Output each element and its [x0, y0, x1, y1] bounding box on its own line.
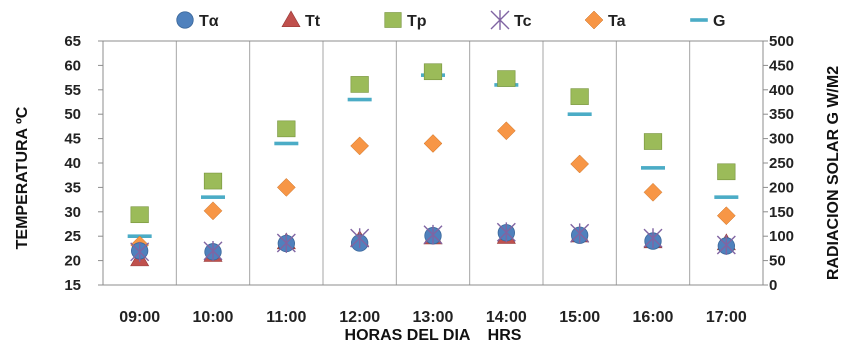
data-point: [714, 195, 739, 199]
legend-marker: [490, 10, 510, 30]
legend-marker: [690, 18, 708, 22]
y-tick-label: 30: [64, 204, 81, 221]
y-axis-title-right: RADIACION SOLAR G W/M2: [825, 66, 842, 280]
legend-item: Ta: [584, 10, 626, 30]
data-point: [201, 195, 225, 199]
x-tick-label: 11:00: [266, 309, 306, 326]
data-point: [423, 63, 443, 81]
data-point: [423, 134, 443, 153]
data-point: [717, 163, 736, 181]
data-point: [496, 121, 516, 141]
y-tick-label: 60: [64, 57, 81, 74]
data-point: [276, 233, 296, 253]
legend-marker: [281, 10, 301, 28]
left-y-axis-ticks: 15 20 25 30 35 40 45 50 55 60 65: [64, 33, 103, 294]
data-point: [347, 97, 372, 102]
y-tick-label-right: 100: [769, 228, 794, 245]
legend-item: G: [690, 13, 725, 30]
data-point: [567, 112, 592, 116]
y-tick-label: 35: [64, 179, 81, 196]
data-point: [277, 120, 296, 138]
legend-label: Tc: [514, 13, 532, 30]
data-point: [716, 206, 736, 226]
legend-label: Tt: [305, 13, 321, 30]
x-tick-label: 14:00: [486, 309, 527, 326]
x-axis-title: HORAS DEL DIA HRS: [345, 327, 522, 343]
data-point: [643, 133, 663, 150]
data-point: [570, 223, 590, 244]
y-tick-label: 15: [64, 277, 81, 294]
data-point: [203, 172, 223, 190]
data-point: [496, 222, 516, 243]
series-diamond: [130, 121, 736, 255]
legend-label: G: [713, 13, 725, 30]
legend-marker: [176, 11, 194, 29]
y-tick-label: 45: [64, 131, 81, 148]
y-tick-label-right: 50: [769, 253, 786, 270]
data-point: [423, 224, 443, 245]
y-tick-label-right: 450: [769, 57, 794, 74]
legend-item: Tt: [281, 10, 321, 30]
legend-item: Tp: [384, 12, 427, 30]
data-point: [350, 136, 370, 156]
grid-lines: [175, 41, 691, 285]
data-point: [130, 241, 150, 262]
x-tick-label: 12:00: [339, 309, 380, 326]
series-square: [130, 63, 736, 224]
y-tick-label-right: 500: [769, 33, 794, 50]
legend-label: Ta: [608, 13, 626, 30]
x-tick-label: 17:00: [706, 309, 747, 326]
data-point: [716, 235, 736, 255]
legend-item: Tc: [490, 10, 532, 30]
data-point: [497, 70, 516, 87]
data-point: [130, 206, 149, 224]
data-point: [570, 88, 589, 105]
x-tick-label: 15:00: [559, 309, 600, 326]
data-point: [276, 178, 296, 197]
data-point: [641, 166, 665, 170]
data-point: [274, 141, 299, 146]
data-point: [203, 201, 223, 221]
legend-marker: [584, 10, 604, 30]
y-tick-label: 65: [64, 33, 81, 50]
legend-label: Tα: [199, 13, 219, 30]
series-star: [130, 222, 736, 262]
x-axis-ticks: 09:00 10:00 11:00 12:00 13:00 14:00 15:00 16:00…: [119, 309, 747, 326]
data-point: [570, 154, 590, 174]
y-tick-label: 55: [64, 82, 81, 99]
data-point: [643, 228, 663, 249]
y-tick-label-right: 200: [769, 179, 794, 196]
legend: Tα Tt Tp Tc Ta G: [176, 10, 725, 30]
y-tick-label: 40: [64, 155, 81, 172]
data-point: [203, 240, 223, 261]
legend-item: Tα: [176, 11, 219, 30]
legend-marker: [384, 12, 402, 28]
x-tick-label: 16:00: [633, 309, 674, 326]
legend-label: Tp: [407, 13, 427, 30]
y-tick-label-right: 250: [769, 155, 794, 172]
y-tick-label-right: 150: [769, 204, 794, 221]
y-tick-label: 20: [64, 253, 81, 270]
x-tick-label: 09:00: [119, 309, 160, 326]
right-y-axis-ticks: 0 50 100 150 200 250 300 350 400 450 500: [763, 33, 794, 294]
y-tick-label: 25: [64, 228, 81, 245]
data-point: [643, 182, 663, 202]
data-point: [350, 76, 369, 93]
y-axis-title-left: TEMPERATURA ºC: [14, 106, 31, 249]
y-tick-label-right: 0: [769, 277, 777, 294]
y-tick-label-right: 400: [769, 82, 794, 99]
x-tick-label: 13:00: [413, 309, 454, 326]
data-point: [350, 228, 370, 249]
y-tick-label-right: 300: [769, 131, 794, 148]
data-markers: [127, 63, 739, 267]
x-tick-label: 10:00: [193, 309, 234, 326]
y-tick-label: 50: [64, 106, 81, 123]
y-tick-label-right: 350: [769, 106, 794, 123]
